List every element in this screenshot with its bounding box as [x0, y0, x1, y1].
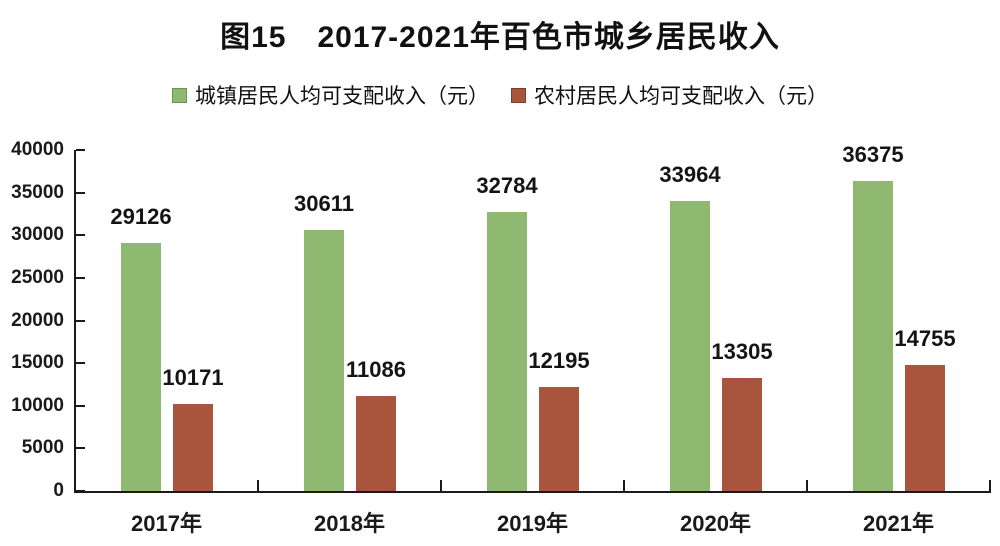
x-tick [623, 480, 625, 492]
y-tick [76, 404, 85, 407]
y-tick-label: 30000 [11, 224, 64, 246]
y-tick-label: 0 [53, 480, 64, 501]
y-tick-label: 5000 [21, 437, 64, 459]
bar-label-urban-2021: 36375 [842, 142, 904, 167]
y-tick [76, 490, 85, 492]
chart-title: 图15 2017-2021年百色市城乡居民收入 [220, 21, 780, 54]
bar-rural-2018 [356, 396, 396, 491]
bar-urban-2018 [304, 230, 344, 491]
x-axis-label-2017: 2017年 [131, 511, 202, 536]
x-tick [989, 480, 991, 492]
y-tick-label: 35000 [11, 181, 64, 203]
y-tick [76, 362, 85, 365]
legend-swatch-rural-icon [511, 87, 526, 103]
x-axis-label-2020: 2020年 [680, 511, 751, 536]
x-axis-label-2019: 2019年 [497, 511, 568, 536]
y-tick [76, 276, 85, 279]
bar-label-rural-2021: 14755 [894, 326, 956, 351]
bar-urban-2017 [121, 243, 161, 491]
bar-rural-2020 [722, 378, 762, 491]
legend: 城镇居民人均可支配收入（元） 农村居民人均可支配收入（元） [0, 82, 1000, 108]
y-tick [76, 149, 85, 151]
y-tick-label: 25000 [11, 266, 64, 288]
x-axis-label-2018: 2018年 [314, 511, 385, 536]
legend-label-rural: 农村居民人均可支配收入（元） [534, 85, 828, 108]
y-tick [76, 319, 85, 322]
y-tick-label: 10000 [11, 394, 64, 416]
bar-label-rural-2019: 12195 [528, 348, 590, 373]
bar-label-urban-2019: 32784 [476, 173, 538, 198]
y-tick-label: 40000 [11, 139, 64, 160]
y-tick-label: 20000 [11, 309, 64, 331]
y-axis-line [74, 150, 76, 493]
bar-label-urban-2017: 29126 [110, 204, 172, 229]
bar-urban-2019 [487, 212, 527, 491]
bar-rural-2021 [905, 365, 945, 491]
legend-swatch-urban-icon [172, 87, 187, 103]
legend-item-urban: 城镇居民人均可支配收入（元） [172, 80, 489, 110]
x-tick [74, 480, 76, 492]
legend-label-urban: 城镇居民人均可支配收入（元） [195, 85, 489, 108]
bar-rural-2017 [173, 404, 213, 491]
x-tick [806, 480, 808, 492]
bar-label-rural-2017: 10171 [162, 365, 224, 390]
bar-label-urban-2018: 30611 [294, 191, 354, 216]
x-axis-line [74, 491, 991, 493]
bar-urban-2021 [853, 181, 893, 491]
y-tick-label: 15000 [11, 352, 64, 374]
y-tick [76, 447, 85, 450]
y-tick [76, 234, 85, 237]
x-axis-label-2021: 2021年 [863, 511, 934, 536]
bar-urban-2020 [670, 201, 710, 491]
x-tick [440, 480, 442, 492]
bar-label-urban-2020: 33964 [659, 162, 721, 187]
bar-rural-2019 [539, 387, 579, 491]
legend-item-rural: 农村居民人均可支配收入（元） [511, 80, 828, 110]
bar-label-rural-2020: 13305 [711, 339, 773, 364]
bar-label-rural-2018: 11086 [346, 357, 406, 382]
x-tick [257, 480, 259, 492]
y-tick [76, 191, 85, 194]
